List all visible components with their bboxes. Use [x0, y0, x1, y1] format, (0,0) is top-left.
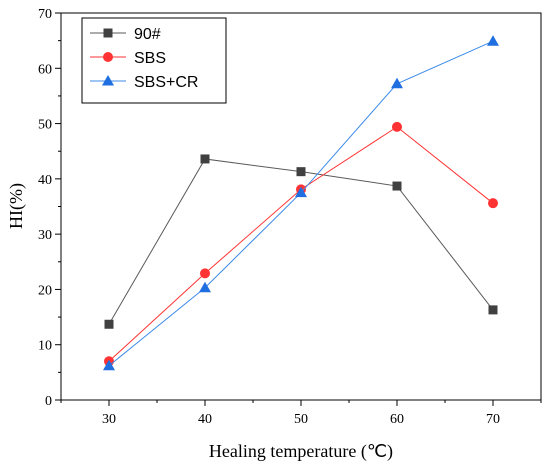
legend-marker — [102, 75, 114, 86]
legend-marker — [103, 28, 113, 38]
legend-label: SBS+CR — [134, 74, 198, 91]
data-point — [392, 181, 402, 191]
data-point — [200, 268, 210, 279]
x-tick-label: 30 — [102, 412, 116, 427]
x-tick-label: 60 — [390, 412, 404, 427]
x-axis-ticks: 30 40 50 60 70 — [60, 400, 542, 427]
legend-label: 90# — [134, 26, 161, 43]
data-point — [392, 121, 402, 132]
data-point — [295, 186, 307, 198]
data-point — [104, 319, 114, 329]
data-point — [103, 359, 115, 371]
data-point — [296, 167, 306, 177]
x-tick-label: 50 — [294, 412, 308, 427]
y-tick-label: 40 — [38, 173, 52, 188]
y-tick-label: 30 — [38, 228, 52, 243]
series-line — [108, 126, 494, 362]
y-tick-label: 70 — [38, 7, 52, 22]
y-tick-label: 10 — [38, 339, 52, 354]
data-point — [488, 198, 498, 209]
series-sbs — [104, 121, 498, 367]
data-point — [200, 154, 210, 164]
y-axis-ticks: 0 10 20 30 40 50 60 70 — [38, 7, 61, 409]
y-axis-title: HI(%) — [6, 183, 27, 229]
x-tick-label: 70 — [486, 412, 500, 427]
x-tick-label: 40 — [198, 412, 212, 427]
y-tick-label: 60 — [38, 62, 52, 77]
series-line — [108, 158, 494, 325]
x-axis-title: Healing temperature (℃) — [209, 441, 393, 462]
series-layer — [103, 35, 499, 371]
legend-label: SBS — [134, 50, 166, 67]
legend-marker — [103, 52, 113, 62]
legend-item: SBS — [90, 50, 166, 67]
series-90 — [104, 154, 498, 329]
y-tick-label: 50 — [38, 118, 52, 133]
y-tick-label: 20 — [38, 283, 52, 298]
y-tick-label: 0 — [45, 394, 52, 409]
series-sbs-cr — [103, 35, 499, 371]
data-point — [199, 281, 211, 293]
legend-item: SBS+CR — [90, 74, 198, 91]
legend-item: 90# — [90, 26, 161, 43]
data-point — [391, 77, 403, 89]
data-point — [488, 305, 498, 315]
legend: 90# SBS SBS+CR — [81, 17, 227, 104]
data-point — [487, 35, 499, 46]
